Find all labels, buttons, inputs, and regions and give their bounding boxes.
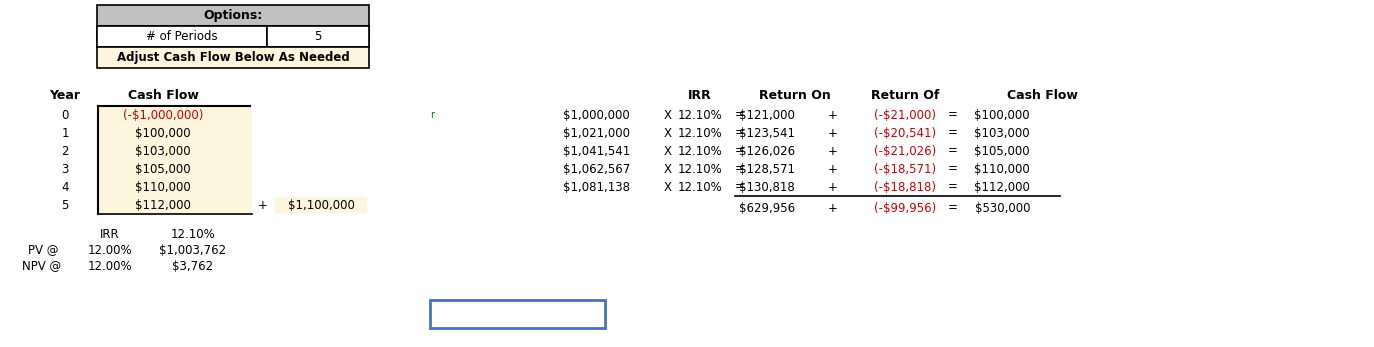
- Text: (-$18,818): (-$18,818): [874, 180, 936, 194]
- Text: =: =: [735, 109, 745, 121]
- Text: $105,000: $105,000: [974, 144, 1030, 158]
- Text: Cash Flow: Cash Flow: [128, 88, 198, 102]
- Text: $629,956: $629,956: [739, 202, 796, 214]
- Text: 12.10%: 12.10%: [677, 144, 723, 158]
- Text: Return Of: Return Of: [871, 88, 940, 102]
- Text: =: =: [948, 109, 958, 121]
- Bar: [430, 300, 605, 328]
- Text: =: =: [735, 144, 745, 158]
- Text: 12.10%: 12.10%: [677, 180, 723, 194]
- Text: $112,000: $112,000: [135, 198, 191, 212]
- Text: $1,062,567: $1,062,567: [563, 162, 631, 176]
- Text: $130,818: $130,818: [739, 180, 796, 194]
- Bar: [98, 47, 370, 68]
- Text: =: =: [735, 162, 745, 176]
- Text: +: +: [829, 162, 838, 176]
- Text: 12.00%: 12.00%: [88, 244, 132, 256]
- Text: X: X: [664, 162, 672, 176]
- Text: 12.10%: 12.10%: [677, 109, 723, 121]
- Text: =: =: [948, 180, 958, 194]
- Text: +: +: [829, 144, 838, 158]
- Text: =: =: [735, 180, 745, 194]
- Text: (-$20,541): (-$20,541): [874, 127, 936, 139]
- Text: +: +: [829, 180, 838, 194]
- Text: $110,000: $110,000: [135, 180, 191, 194]
- Text: $3,762: $3,762: [173, 260, 213, 272]
- Text: # of Periods: # of Periods: [146, 30, 218, 43]
- Text: 5: 5: [62, 198, 69, 212]
- Text: =: =: [948, 144, 958, 158]
- Text: (-$21,026): (-$21,026): [874, 144, 936, 158]
- Text: $121,000: $121,000: [739, 109, 796, 121]
- Text: 5: 5: [315, 30, 322, 43]
- Text: 2: 2: [62, 144, 69, 158]
- Text: IRR: IRR: [688, 88, 712, 102]
- Text: +: +: [258, 198, 268, 212]
- Text: =: =: [948, 202, 958, 214]
- Text: $110,000: $110,000: [974, 162, 1030, 176]
- Text: $112,000: $112,000: [974, 180, 1030, 194]
- Text: Adjust Cash Flow Below As Needed: Adjust Cash Flow Below As Needed: [117, 51, 349, 64]
- Bar: [275, 197, 367, 213]
- Bar: [98, 26, 370, 47]
- Text: 12.10%: 12.10%: [677, 162, 723, 176]
- Text: $126,026: $126,026: [739, 144, 796, 158]
- Text: $1,003,762: $1,003,762: [159, 244, 227, 256]
- Text: r: r: [430, 110, 434, 120]
- Text: 12.10%: 12.10%: [170, 228, 216, 240]
- Text: IRR: IRR: [100, 228, 120, 240]
- Text: $1,000,000: $1,000,000: [563, 109, 631, 121]
- Text: 3: 3: [62, 162, 69, 176]
- Text: $123,541: $123,541: [739, 127, 796, 139]
- Text: =: =: [735, 127, 745, 139]
- Text: Options:: Options:: [203, 9, 262, 22]
- Text: X: X: [664, 144, 672, 158]
- Text: (-$1,000,000): (-$1,000,000): [122, 109, 203, 121]
- Bar: [99, 106, 251, 214]
- Text: $1,041,541: $1,041,541: [563, 144, 631, 158]
- Bar: [267, 26, 370, 47]
- Text: 12.10%: 12.10%: [677, 127, 723, 139]
- Text: $128,571: $128,571: [739, 162, 796, 176]
- Text: $530,000: $530,000: [974, 202, 1030, 214]
- Text: $103,000: $103,000: [974, 127, 1030, 139]
- Text: (-$18,571): (-$18,571): [874, 162, 936, 176]
- Text: +: +: [829, 109, 838, 121]
- Text: (-$99,956): (-$99,956): [874, 202, 936, 214]
- Text: 4: 4: [62, 180, 69, 194]
- Bar: [98, 5, 370, 26]
- Text: $1,081,138: $1,081,138: [563, 180, 631, 194]
- Text: Return On: Return On: [758, 88, 831, 102]
- Text: +: +: [829, 202, 838, 214]
- Text: $1,021,000: $1,021,000: [563, 127, 631, 139]
- Text: $103,000: $103,000: [135, 144, 191, 158]
- Text: =: =: [948, 162, 958, 176]
- Text: Cash Flow: Cash Flow: [1007, 88, 1077, 102]
- Text: Year: Year: [49, 88, 81, 102]
- Text: 1: 1: [62, 127, 69, 139]
- Text: X: X: [664, 180, 672, 194]
- Text: 0: 0: [62, 109, 69, 121]
- Text: NPV @: NPV @: [22, 260, 62, 272]
- Text: =: =: [948, 127, 958, 139]
- Text: $105,000: $105,000: [135, 162, 191, 176]
- Text: X: X: [664, 127, 672, 139]
- Text: (-$21,000): (-$21,000): [874, 109, 936, 121]
- Text: PV @: PV @: [27, 244, 59, 256]
- Text: X: X: [664, 109, 672, 121]
- Bar: [98, 26, 267, 47]
- Text: $1,100,000: $1,100,000: [287, 198, 354, 212]
- Text: +: +: [829, 127, 838, 139]
- Text: $100,000: $100,000: [974, 109, 1030, 121]
- Text: 12.00%: 12.00%: [88, 260, 132, 272]
- Text: $100,000: $100,000: [135, 127, 191, 139]
